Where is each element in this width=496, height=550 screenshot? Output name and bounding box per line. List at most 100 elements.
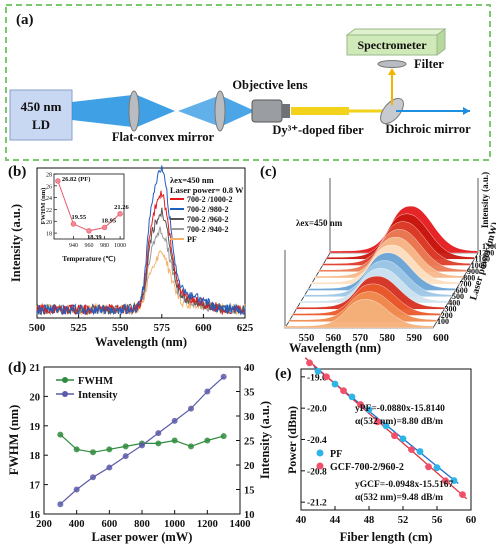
inset-ylabel: FWHM (nm): [40, 188, 47, 225]
d-xtick-label: 200: [36, 519, 52, 530]
c-xtick-label: 550: [299, 333, 315, 344]
e-xtick-label: 48: [364, 515, 375, 526]
filter: [377, 60, 407, 68]
c-spectrum: [284, 299, 434, 329]
panel-a: (a) 450 nm LD Flat-convex mirror Objecti…: [5, 4, 491, 161]
b-legend-label: 700-2 /980-2: [187, 205, 229, 214]
c-power-label: 900: [467, 267, 479, 276]
panel-b-plot-frame: [36, 167, 246, 319]
panel-b-inset: Temperature (℃) FWHM (nm) 18 20 22 24 26 28 94…: [40, 173, 129, 264]
panel-d-tag: (d): [8, 360, 26, 376]
inset-point: [101, 224, 108, 231]
d-xtick-label: 1400: [230, 519, 251, 530]
laser-source-box: [9, 89, 73, 141]
objective-lens-tip: [282, 104, 290, 118]
panel-c: (c) 550 560 570 580 590 600100200300400500600…: [260, 164, 496, 355]
d-point: [90, 474, 96, 481]
e-xtick-label: 56: [432, 515, 443, 526]
e-legend-label: PF: [330, 449, 342, 460]
beam-converge: [137, 95, 175, 127]
panel-c-axis: 550 560 570 580 590 6001002003004005006007008…: [299, 242, 496, 344]
laser-source-label-line1: 450 nm: [21, 99, 62, 114]
d-point: [106, 464, 113, 471]
d-y2tick-label: 30: [244, 412, 255, 423]
laser-source-label-line2: LD: [32, 117, 50, 132]
inset-xtick-label: 940: [69, 243, 78, 249]
e-legend-marker: [316, 449, 324, 457]
panel-e-tag: (e): [275, 366, 292, 382]
flat-convex-lens-2: [214, 90, 226, 132]
d-point: [220, 373, 227, 380]
inset-point-label: 26.82 (PF): [62, 176, 91, 183]
e-point: [433, 464, 441, 472]
d-point: [73, 446, 80, 453]
e-point: [459, 491, 466, 499]
inset-point: [70, 221, 77, 227]
d-point: [139, 442, 145, 449]
panel-d-ylabel: FWHM (nm): [7, 405, 21, 475]
c-xtick-label: 590: [406, 333, 422, 344]
inset-point-label: 19.55: [71, 214, 86, 221]
c-power-label: 100: [437, 317, 449, 326]
d-legend-marker: [62, 377, 68, 383]
b-xtick-label: 525: [70, 322, 87, 334]
d-legend-label: FWHM: [78, 376, 113, 387]
e-point: [399, 435, 407, 443]
c-power-label: 1300: [482, 242, 496, 251]
beam-arrow-up: [388, 68, 396, 75]
c-xtick-label: 580: [379, 333, 395, 344]
panel-e-ylabel: Power (dBm): [285, 406, 299, 474]
d-ytick-label: 17: [30, 481, 41, 492]
d-point: [188, 443, 194, 450]
panel-b-tag: (b): [8, 164, 26, 180]
spectrometer-label: Spectrometer: [357, 38, 427, 52]
b-xtick-label: 575: [154, 322, 171, 334]
e-ytick-label: -20.4: [307, 436, 327, 446]
e-point: [425, 463, 432, 471]
d-xtick-label: 400: [69, 519, 85, 530]
inset-ytick-label: 26: [46, 184, 52, 190]
panel-d-axis: 200 400 600 800 1000 1200 1400 16 17 18 19 20 21 10 15…: [30, 363, 255, 530]
objective-lens-body: [251, 99, 283, 123]
inset-point-label: 18.95: [102, 217, 117, 224]
fiber: [291, 107, 349, 115]
panel-b-axis: 500 525 550 575 600 625: [29, 314, 254, 334]
panel-b-annotation2: Laser power= 0.8 W: [170, 185, 244, 195]
d-legend-label: Intensity: [78, 390, 118, 401]
objective-label: Objective lens: [232, 78, 307, 92]
panel-b: (b) 500 525 550 575 600 625 Wavelength (nm) I…: [8, 164, 254, 349]
d-point: [57, 501, 64, 508]
panel-b-annotation: λex=450 nm: [170, 175, 214, 185]
b-xtick-label: 550: [112, 322, 129, 334]
d-y2tick-label: 10: [244, 510, 255, 521]
c-power-label: 1100: [475, 255, 491, 264]
e-point: [348, 393, 356, 401]
b-legend-label: 700-2 /940-2: [187, 225, 229, 234]
inset-xtick-label: 980: [100, 243, 109, 249]
e-point: [340, 387, 347, 395]
inset-xtick-label: 1000: [114, 243, 126, 249]
c-power-label: 600: [456, 286, 468, 295]
e-point: [408, 446, 415, 454]
d-point: [90, 449, 96, 456]
b-xtick-label: 600: [195, 322, 212, 334]
panel-c-tag: (c): [260, 164, 277, 180]
panel-b-xlabel: Wavelength (nm): [95, 335, 187, 349]
c-power-label: 1000: [471, 261, 487, 270]
panel-a-frame: [5, 4, 491, 161]
panel-e-xlabel: Fiber length (cm): [340, 530, 433, 544]
dichroic-label: Dichroic mirror: [385, 122, 471, 136]
panel-c-xlabel: Wavelength (nm): [289, 341, 381, 355]
d-ytick-label: 21: [30, 363, 41, 374]
d-xtick-label: 1200: [197, 519, 218, 530]
inset-point: [117, 211, 123, 217]
d-point: [122, 453, 129, 460]
panel-d: (d) 200 400 600 800 1000 1200 1400 16 17 18 19 20 21…: [7, 360, 272, 544]
d-point: [171, 437, 178, 444]
e-point: [357, 401, 364, 408]
e-point: [442, 477, 449, 485]
d-point: [204, 388, 211, 395]
panel-c-annotation: λex=450 nm: [296, 218, 343, 228]
e-ytick-label: -20.0: [307, 405, 327, 415]
d-y2tick-label: 15: [244, 486, 255, 497]
